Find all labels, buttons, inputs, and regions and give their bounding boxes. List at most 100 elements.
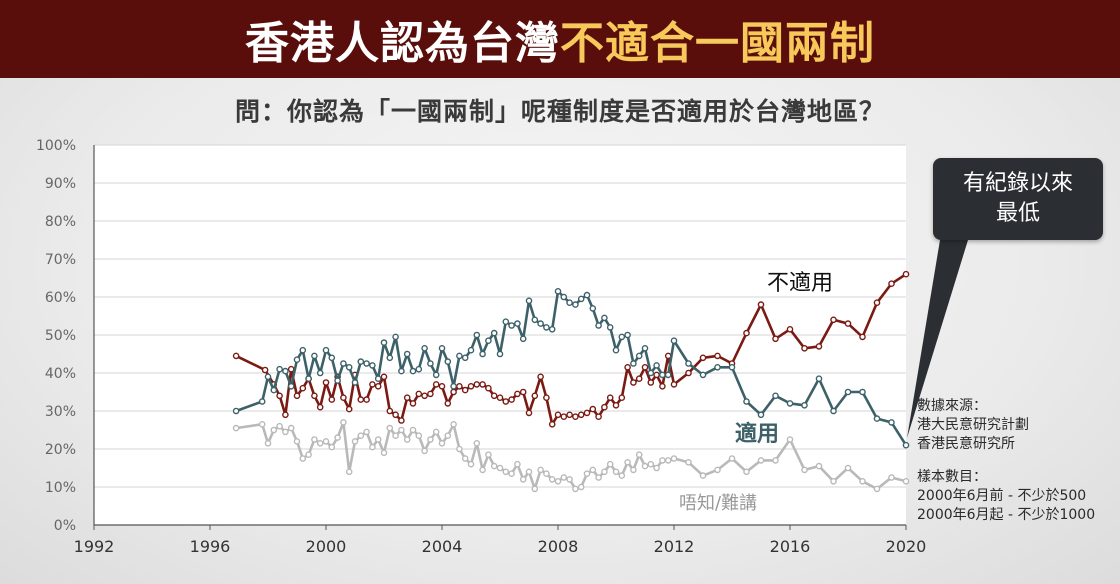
data-point	[728, 363, 736, 371]
data-point	[601, 403, 608, 411]
data-point	[873, 299, 881, 307]
data-point	[479, 350, 486, 358]
data-point	[772, 457, 779, 464]
data-point	[531, 485, 539, 493]
data-point	[589, 305, 597, 312]
data-point	[548, 420, 556, 428]
data-point	[438, 344, 446, 352]
data-point	[403, 350, 411, 358]
data-point	[519, 476, 527, 483]
data-point	[386, 424, 394, 432]
data-point	[496, 394, 504, 402]
data-point	[232, 352, 240, 360]
data-point	[316, 403, 324, 411]
data-point	[392, 333, 399, 341]
data-point	[514, 390, 521, 398]
data-point	[554, 411, 562, 419]
data-point	[659, 371, 666, 379]
data-point	[496, 464, 504, 472]
data-point	[351, 438, 359, 445]
data-point	[345, 405, 353, 413]
data-point	[630, 360, 637, 367]
data-point	[554, 287, 562, 295]
data-point	[743, 468, 750, 476]
data-point	[264, 439, 272, 447]
data-point	[653, 371, 660, 379]
data-point	[421, 392, 428, 400]
source-note: 數據來源： 港大民意研究計劃 香港民意研究所	[917, 397, 1029, 454]
data-point	[415, 365, 423, 373]
data-point	[374, 375, 382, 383]
data-point	[589, 466, 597, 474]
data-point	[299, 384, 307, 392]
series-label-not-applicable: 不適用	[767, 271, 833, 296]
x-tick-label: 1992	[74, 537, 115, 556]
data-point	[421, 447, 428, 455]
data-point	[537, 373, 544, 381]
data-point	[305, 451, 312, 459]
data-point	[450, 382, 457, 390]
data-point	[801, 466, 808, 474]
data-point	[322, 346, 330, 354]
data-point	[572, 413, 579, 421]
data-point	[334, 377, 341, 384]
data-point	[369, 362, 376, 369]
data-point	[345, 363, 353, 371]
data-point	[583, 470, 591, 478]
data-point	[398, 367, 405, 375]
data-point	[664, 371, 672, 379]
data-point	[801, 401, 808, 409]
data-point	[456, 352, 463, 360]
data-point	[508, 396, 515, 403]
data-point	[659, 457, 666, 464]
data-point	[485, 451, 492, 459]
data-point	[316, 369, 324, 377]
data-point	[786, 325, 794, 333]
x-tick-label: 1996	[190, 537, 231, 556]
data-point	[287, 365, 295, 373]
data-point	[328, 396, 336, 403]
data-point	[276, 392, 283, 400]
data-point	[606, 324, 614, 331]
y-tick-label: 70%	[45, 252, 76, 268]
data-point	[647, 460, 655, 468]
survey-question: 問：你認為「一國兩制」呢種制度是否適用於台灣地區？	[234, 97, 885, 126]
data-point	[635, 451, 643, 459]
data-point	[409, 400, 417, 407]
data-point	[728, 455, 736, 462]
data-point	[467, 460, 475, 468]
data-point	[612, 346, 620, 354]
data-point	[548, 476, 556, 483]
data-point	[369, 443, 376, 451]
banner-title-main: 香港人認為台灣	[245, 18, 560, 69]
data-point	[630, 379, 637, 386]
data-point	[844, 388, 852, 396]
callout-line1: 有紀錄以來	[962, 171, 1073, 196]
data-point	[618, 394, 626, 402]
data-point	[699, 371, 707, 379]
data-point	[490, 462, 498, 470]
data-point	[566, 299, 573, 307]
banner-title-highlight: 不適合一國兩制	[560, 18, 875, 69]
data-point	[282, 411, 289, 419]
data-point	[461, 455, 469, 462]
data-point	[815, 343, 823, 350]
data-point	[456, 382, 463, 390]
data-point	[340, 419, 347, 426]
data-point	[514, 320, 521, 327]
data-point	[479, 381, 486, 388]
data-point	[786, 400, 794, 407]
data-point	[757, 457, 765, 464]
data-point	[508, 470, 515, 478]
data-point	[548, 325, 556, 333]
data-point	[386, 354, 394, 362]
data-point	[508, 322, 515, 329]
data-point	[685, 369, 692, 377]
data-point	[322, 379, 330, 386]
data-point	[427, 360, 434, 367]
data-point	[357, 358, 365, 365]
data-point	[844, 464, 852, 472]
data-point	[595, 474, 602, 481]
data-point	[276, 365, 283, 373]
data-point	[670, 381, 678, 388]
